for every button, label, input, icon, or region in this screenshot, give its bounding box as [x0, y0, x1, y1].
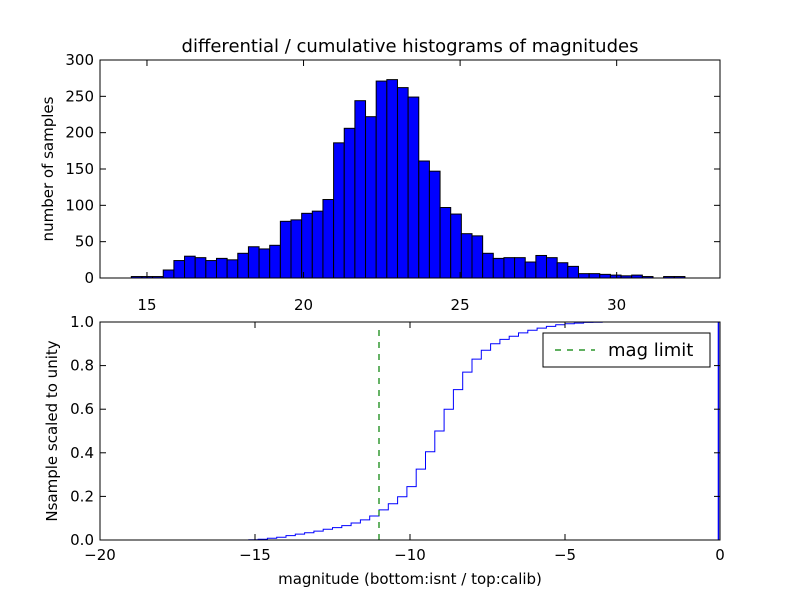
- histogram-bar: [599, 273, 611, 279]
- histogram-bar: [396, 87, 409, 279]
- legend: mag limit: [542, 332, 711, 368]
- cumulative-chart: Nsample scaled to unity magnitude (botto…: [43, 313, 725, 588]
- histogram-bar: [535, 254, 548, 279]
- histogram-bar: [407, 96, 420, 279]
- histogram-bar: [524, 261, 537, 279]
- x-tick-label: −5: [554, 546, 576, 564]
- chart-title: differential / cumulative histograms of …: [182, 36, 639, 57]
- histogram-bar: [577, 273, 590, 279]
- histogram-bar: [460, 233, 473, 279]
- histogram-bar: [428, 170, 441, 279]
- histogram-bar: [333, 142, 345, 279]
- histogram-bar: [237, 252, 249, 279]
- y-tick-label: 50: [75, 233, 94, 251]
- y-tick-label: 250: [65, 87, 94, 105]
- histogram-bar: [439, 207, 452, 279]
- y-tick-label: 0.0: [70, 531, 94, 549]
- y-tick-label: 0.2: [70, 487, 94, 505]
- histogram-bar: [162, 269, 175, 279]
- histogram-bar: [492, 257, 505, 279]
- cumulative-lines: [100, 321, 720, 541]
- histogram-bar: [471, 235, 484, 279]
- x-tick-label: 15: [137, 296, 156, 314]
- histogram-bar: [173, 260, 186, 279]
- x-tick-label: −20: [84, 546, 116, 564]
- histogram-bar: [226, 259, 239, 279]
- legend-entry-mag-limit: mag limit: [608, 340, 693, 361]
- y-tick-label: 200: [65, 124, 94, 142]
- histogram-bar: [194, 257, 207, 279]
- x-tick-label: 0: [715, 546, 725, 564]
- histogram-ticks: 0 50 100 150 200 250 300 15 20 25 30: [65, 51, 720, 314]
- y-tick-label: 0: [84, 269, 94, 287]
- y-tick-label: 150: [65, 160, 94, 178]
- histogram-bar: [258, 248, 271, 279]
- histogram-bar: [322, 199, 335, 279]
- histogram-bar: [247, 246, 260, 279]
- histogram-bar: [343, 127, 356, 279]
- histogram-bar: [311, 210, 324, 279]
- x-tick-label: 20: [294, 296, 313, 314]
- y-tick-label: 1.0: [70, 313, 94, 331]
- histogram-bar: [365, 116, 377, 279]
- histogram-chart: differential / cumulative histograms of …: [39, 36, 721, 314]
- histogram-bar: [588, 273, 601, 279]
- histogram-bar: [184, 255, 196, 279]
- histogram-bar: [450, 213, 462, 279]
- cumulative-y-axis-label: Nsample scaled to unity: [43, 340, 61, 521]
- histogram-bar: [375, 80, 388, 279]
- histogram-bar: [514, 257, 526, 279]
- cumulative-plot-frame: [99, 321, 721, 541]
- cumulative-step-line: [100, 321, 719, 541]
- x-tick-label: 25: [451, 296, 470, 314]
- histogram-bar: [215, 257, 228, 279]
- x-tick-label: −10: [394, 546, 426, 564]
- histogram-bar: [269, 244, 281, 279]
- histogram-bar: [290, 219, 303, 279]
- x-tick-label: 30: [607, 296, 626, 314]
- histogram-y-axis-label: number of samples: [39, 96, 57, 241]
- histogram-bar: [301, 212, 313, 279]
- histogram-bar: [482, 252, 494, 279]
- histogram-bar: [418, 160, 430, 279]
- histogram-bar: [354, 100, 367, 279]
- histogram-bar: [503, 257, 516, 279]
- x-tick-label: −15: [239, 546, 271, 564]
- y-tick-label: 100: [65, 196, 94, 214]
- cumulative-x-axis-label: magnitude (bottom:isnt / top:calib): [278, 570, 542, 588]
- y-tick-label: 300: [65, 51, 94, 69]
- y-tick-label: 0.6: [70, 400, 94, 418]
- y-tick-label: 0.4: [70, 444, 94, 462]
- histogram-bar: [556, 262, 569, 279]
- histogram-bar: [279, 220, 292, 279]
- y-tick-label: 0.8: [70, 357, 94, 375]
- histogram-bar: [205, 260, 217, 279]
- histogram-plot-frame: [99, 59, 721, 279]
- histogram-bar: [567, 265, 579, 279]
- histogram-bar: [546, 257, 558, 279]
- histogram-bar: [386, 79, 398, 279]
